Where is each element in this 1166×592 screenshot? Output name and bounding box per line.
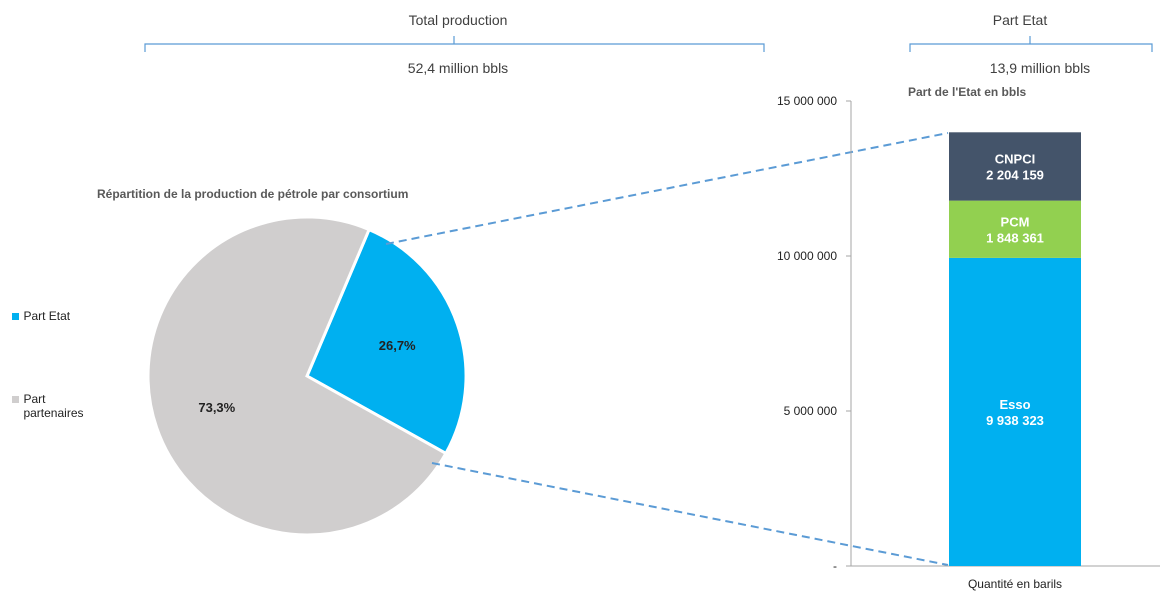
total-production-brace (144, 36, 765, 52)
y-tick-label: - (833, 559, 837, 573)
bar-category-label: Quantité en barils (968, 577, 1062, 591)
legend-item-part-partenaires: Part partenaires (12, 392, 112, 420)
pie-label-part-etat: 26,7% (379, 338, 416, 353)
bar-segment-name-pcm: PCM (1001, 214, 1030, 229)
part-etat-value: 13,9 million bbls (989, 60, 1091, 76)
connector-line-top (385, 132, 949, 245)
y-tick-label: 5 000 000 (784, 404, 838, 418)
legend-label-part-partenaires: Part partenaires (23, 392, 84, 420)
pie-label-part-partenaires: 73,3% (198, 400, 235, 415)
bar-segment-pcm (949, 200, 1081, 258)
pie-chart-title: Répartition de la production de pétrole … (97, 187, 409, 201)
legend-item-part-etat: Part Etat (12, 307, 70, 325)
bar-segment-value-cnpci: 2 204 159 (986, 167, 1044, 182)
bar-segment-value-esso: 9 938 323 (986, 413, 1044, 428)
part-etat-brace (909, 36, 1153, 52)
bar-segment-name-esso: Esso (999, 397, 1030, 412)
total-production-value: 52,4 million bbls (407, 60, 509, 76)
bar-segment-value-pcm: 1 848 361 (986, 230, 1044, 245)
legend-swatch-part-partenaires (12, 396, 19, 403)
legend-label-part-etat: Part Etat (23, 309, 71, 323)
total-production-title: Total production (408, 12, 508, 28)
y-tick-label: 15 000 000 (777, 94, 837, 108)
bar-segment-cnpci (949, 132, 1081, 201)
connector-line-bottom (431, 462, 949, 566)
bar-segment-name-cnpci: CNPCI (995, 151, 1035, 166)
legend-swatch-part-etat (12, 313, 19, 320)
bar-chart-title: Part de l'Etat en bbls (908, 85, 1027, 99)
bar-segment-esso (949, 257, 1081, 566)
y-tick-label: 10 000 000 (777, 249, 837, 263)
part-etat-title: Part Etat (992, 12, 1048, 28)
pie-slice-part-partenaires (146, 215, 448, 537)
